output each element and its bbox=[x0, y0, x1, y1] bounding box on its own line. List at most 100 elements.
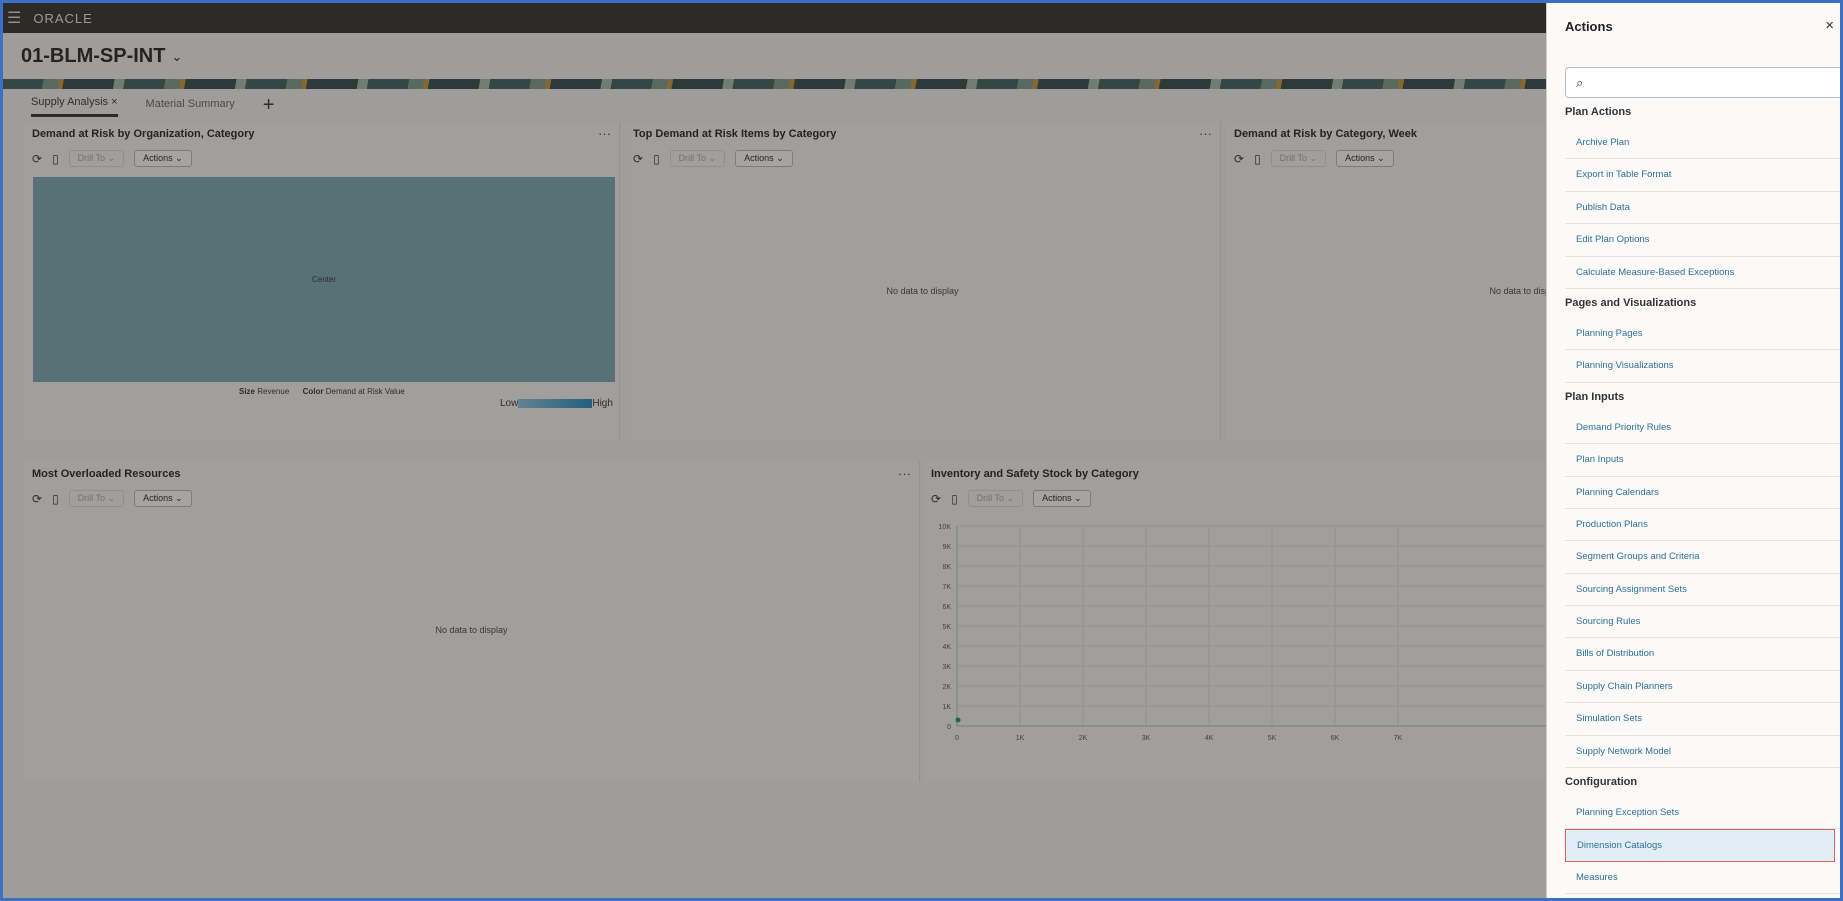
panel-title: Demand at Risk by Organization, Category bbox=[32, 128, 255, 140]
no-data-message: No data to display bbox=[435, 625, 508, 635]
y-tick-label: 0 bbox=[947, 724, 951, 731]
refresh-icon[interactable]: ⟳ bbox=[32, 491, 43, 506]
more-options-icon[interactable]: ··· bbox=[1199, 126, 1212, 141]
panel-toolbar: ⟳ ▯ Drill To ⌄ Actions ⌄ bbox=[1234, 150, 1394, 167]
action-item-measures[interactable]: Measures bbox=[1565, 862, 1840, 895]
x-tick-label: 0 bbox=[955, 735, 959, 742]
app-window: ☰ ORACLE 01-BLM-SP-INT ⌄ Supply Analysis… bbox=[3, 3, 1840, 898]
panel-demand-at-risk-org: Demand at Risk by Organization, Category… bbox=[24, 122, 620, 440]
action-item-planning-calendars[interactable]: Planning Calendars bbox=[1565, 477, 1840, 509]
no-data-message: No data to display bbox=[886, 286, 959, 296]
book-icon[interactable]: ▯ bbox=[1254, 151, 1261, 166]
action-item-production-plans[interactable]: Production Plans bbox=[1565, 509, 1840, 542]
action-item-segment-groups-and-criteria[interactable]: Segment Groups and Criteria bbox=[1565, 541, 1840, 574]
x-tick-label: 7K bbox=[1394, 735, 1403, 742]
search-icon: ⌕ bbox=[1576, 75, 1584, 90]
action-item-supply-chain-planners[interactable]: Supply Chain Planners bbox=[1565, 671, 1840, 704]
action-item-export-in-table-format[interactable]: Export in Table Format bbox=[1565, 159, 1840, 192]
y-tick-label: 6K bbox=[942, 604, 951, 611]
x-tick-label: 3K bbox=[1142, 735, 1151, 742]
x-tick-label: 1K bbox=[1016, 735, 1025, 742]
book-icon[interactable]: ▯ bbox=[951, 491, 958, 506]
panel-top-demand-at-risk-items: Top Demand at Risk Items by Category ···… bbox=[625, 122, 1221, 440]
modal-overlay[interactable] bbox=[3, 3, 1546, 898]
refresh-icon[interactable]: ⟳ bbox=[633, 151, 644, 166]
action-item-simulation-sets[interactable]: Simulation Sets bbox=[1565, 703, 1840, 736]
action-item-bills-of-distribution[interactable]: Bills of Distribution bbox=[1565, 638, 1840, 671]
action-item-planning-exception-sets[interactable]: Planning Exception Sets bbox=[1565, 797, 1840, 830]
x-tick-label: 6K bbox=[1331, 735, 1340, 742]
y-tick-label: 7K bbox=[942, 584, 951, 591]
action-item-edit-plan-options[interactable]: Edit Plan Options bbox=[1565, 224, 1840, 257]
y-tick-label: 3K bbox=[942, 664, 951, 671]
oracle-logo: ORACLE bbox=[33, 10, 93, 26]
x-tick-label: 5K bbox=[1268, 735, 1277, 742]
y-tick-label: 5K bbox=[942, 624, 951, 631]
y-tick-label: 8K bbox=[942, 564, 951, 571]
plan-selector[interactable]: 01-BLM-SP-INT ⌄ bbox=[21, 45, 182, 68]
action-item-calculate-measure-based-exceptions[interactable]: Calculate Measure-Based Exceptions bbox=[1565, 257, 1840, 289]
more-options-icon[interactable]: ··· bbox=[598, 126, 611, 141]
data-point[interactable] bbox=[955, 717, 961, 723]
refresh-icon[interactable]: ⟳ bbox=[1234, 151, 1245, 166]
refresh-icon[interactable]: ⟳ bbox=[32, 151, 43, 166]
action-item-sourcing-rules[interactable]: Sourcing Rules bbox=[1565, 606, 1840, 639]
x-tick-label: 2K bbox=[1079, 735, 1088, 742]
drill-to-button[interactable]: Drill To ⌄ bbox=[669, 150, 726, 167]
panel-toolbar: ⟳ ▯ Drill To ⌄ Actions ⌄ bbox=[633, 150, 793, 167]
section-header: Plan Inputs bbox=[1565, 390, 1625, 403]
action-item-plan-inputs[interactable]: Plan Inputs bbox=[1565, 444, 1840, 477]
section-header: Pages and Visualizations bbox=[1565, 296, 1697, 309]
actions-button[interactable]: Actions ⌄ bbox=[134, 490, 192, 507]
tab-label: Supply Analysis bbox=[31, 96, 109, 108]
refresh-icon[interactable]: ⟳ bbox=[931, 491, 942, 506]
action-item-planning-visualizations[interactable]: Planning Visualizations bbox=[1565, 350, 1840, 383]
top-bar: ☰ ORACLE bbox=[3, 3, 1840, 33]
y-tick-label: 1K bbox=[942, 704, 951, 711]
hamburger-menu-icon[interactable]: ☰ bbox=[7, 10, 22, 27]
scatter-chart: 0 1K 2K 3K 4K 5K 6K 7K 8K 9K 10K 0 1K 2K 3K 4K 5K 6K 7K bbox=[939, 524, 1548, 742]
book-icon[interactable]: ▯ bbox=[653, 151, 660, 166]
panel-title: Top Demand at Risk Items by Category bbox=[633, 128, 837, 140]
color-legend: Low High bbox=[500, 398, 613, 409]
close-tab-icon[interactable]: × bbox=[111, 96, 118, 108]
action-item-dimension-catalogs[interactable]: Dimension Catalogs bbox=[1565, 829, 1835, 862]
no-data-message: No data to display bbox=[1489, 286, 1562, 296]
tab-supply-analysis[interactable]: Supply Analysis × bbox=[31, 93, 118, 117]
add-tab-icon[interactable]: + bbox=[262, 93, 275, 116]
more-options-icon[interactable]: ··· bbox=[898, 466, 911, 481]
action-item-supply-network-model[interactable]: Supply Network Model bbox=[1565, 736, 1840, 769]
actions-button[interactable]: Actions ⌄ bbox=[134, 150, 192, 167]
treemap-node[interactable]: Center bbox=[33, 177, 615, 382]
y-tick-label: 2K bbox=[942, 684, 951, 691]
panel-title: Demand at Risk by Category, Week bbox=[1234, 128, 1417, 140]
action-item-publish-data[interactable]: Publish Data bbox=[1565, 192, 1840, 225]
x-tick-label: 4K bbox=[1205, 735, 1214, 742]
action-item-demand-priority-rules[interactable]: Demand Priority Rules bbox=[1565, 412, 1840, 445]
tab-material-summary[interactable]: Material Summary bbox=[145, 97, 235, 110]
book-icon[interactable]: ▯ bbox=[52, 491, 59, 506]
y-tick-label: 10K bbox=[939, 524, 952, 531]
close-icon[interactable]: × bbox=[1825, 17, 1834, 34]
decorative-banner bbox=[3, 79, 1840, 89]
drill-to-button[interactable]: Drill To ⌄ bbox=[1270, 150, 1327, 167]
actions-button[interactable]: Actions ⌄ bbox=[1336, 150, 1394, 167]
drill-to-button[interactable]: Drill To ⌄ bbox=[68, 490, 125, 507]
actions-list: Plan Actions Archive Plan Export in Table … bbox=[1565, 98, 1840, 895]
treemap-legend-text: Size Revenue Color Demand at Risk Value bbox=[239, 387, 405, 396]
action-item-planning-pages[interactable]: Planning Pages bbox=[1565, 318, 1840, 351]
book-icon[interactable]: ▯ bbox=[52, 151, 59, 166]
actions-button[interactable]: Actions ⌄ bbox=[1033, 490, 1091, 507]
action-item-archive-plan[interactable]: Archive Plan bbox=[1565, 127, 1840, 160]
action-item-sourcing-assignment-sets[interactable]: Sourcing Assignment Sets bbox=[1565, 574, 1840, 607]
panel-title: Inventory and Safety Stock by Category bbox=[931, 468, 1139, 480]
section-header: Plan Actions bbox=[1565, 106, 1632, 118]
page-title: 01-BLM-SP-INT bbox=[21, 45, 166, 67]
drawer-title: Actions bbox=[1565, 19, 1613, 34]
drill-to-button[interactable]: Drill To ⌄ bbox=[967, 490, 1024, 507]
treemap-node-label: Center bbox=[311, 275, 336, 284]
drill-to-button[interactable]: Drill To ⌄ bbox=[68, 150, 125, 167]
search-input[interactable]: ⌕ bbox=[1565, 67, 1840, 98]
panel-most-overloaded-resources: Most Overloaded Resources ··· ⟳ ▯ Drill T… bbox=[24, 462, 920, 782]
actions-button[interactable]: Actions ⌄ bbox=[735, 150, 793, 167]
